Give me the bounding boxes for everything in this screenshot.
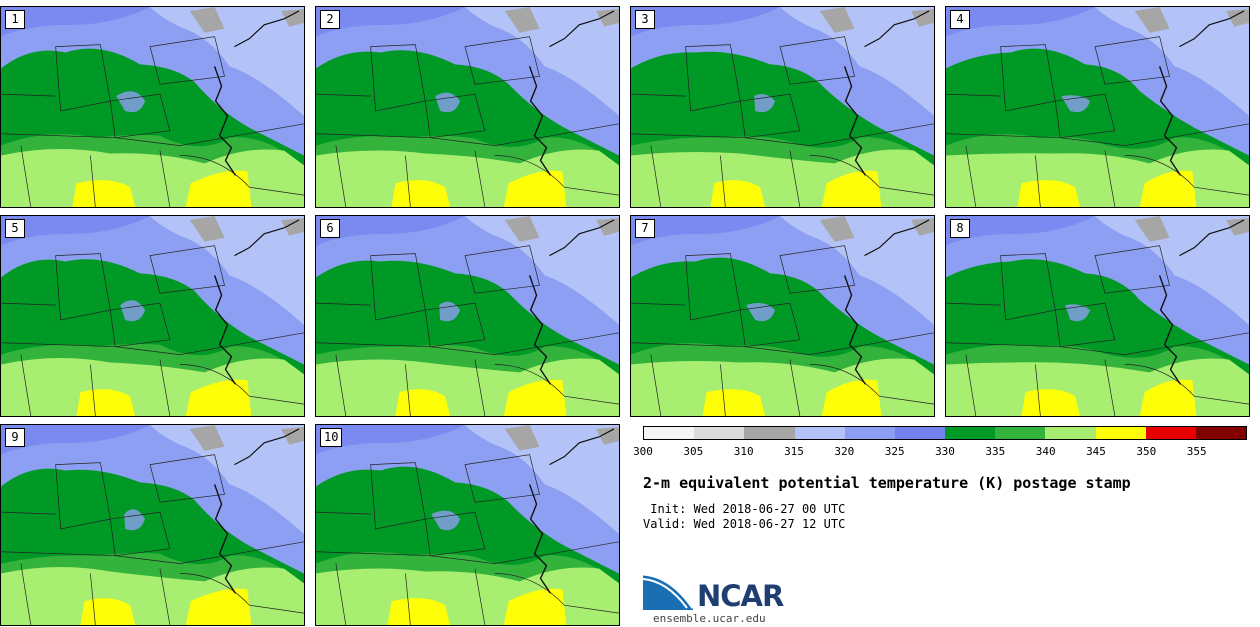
member-panel-8: 8 xyxy=(945,215,1250,417)
colorbar-segment xyxy=(1145,427,1196,439)
member-map xyxy=(1,7,304,207)
colorbar-tick-label: 355 xyxy=(1186,445,1207,458)
colorbar-segment xyxy=(744,427,795,439)
colorbar-segment xyxy=(1045,427,1096,439)
colorbar-segment xyxy=(794,427,845,439)
colorbar-segment xyxy=(894,427,946,439)
member-map xyxy=(1,425,304,625)
member-map xyxy=(316,425,619,625)
colorbar-tick-label: 315 xyxy=(784,445,804,458)
member-panel-9: 9 xyxy=(0,424,305,626)
member-map xyxy=(631,216,934,416)
website-link[interactable]: ensemble.ucar.edu xyxy=(653,612,766,625)
member-panel-7: 7 xyxy=(630,215,935,417)
colorbar-tick-label: 300 xyxy=(633,445,653,458)
ncar-logo-icon xyxy=(643,572,695,610)
member-number-label: 5 xyxy=(5,219,25,238)
colorbar-tick-label: 305 xyxy=(683,445,704,458)
member-map xyxy=(946,7,1249,207)
init-time: Init: Wed 2018-06-27 00 UTC xyxy=(643,502,846,516)
colorbar-tick-label: 345 xyxy=(1086,445,1106,458)
colorbar-tick-label: 310 xyxy=(733,445,754,458)
colorbar-segment xyxy=(644,427,695,439)
member-number-label: 9 xyxy=(5,428,25,447)
member-panel-4: 4 xyxy=(945,6,1250,208)
member-map xyxy=(316,7,619,207)
colorbar-segment xyxy=(844,427,895,439)
colorbar-segment xyxy=(1095,427,1146,439)
member-number-label: 1 xyxy=(5,10,25,29)
member-panel-1: 1 xyxy=(0,6,305,208)
member-number-label: 10 xyxy=(320,428,343,447)
member-number-label: 7 xyxy=(635,219,655,238)
colorbar-tick-label: 320 xyxy=(834,445,855,458)
member-panel-10: 10 xyxy=(315,424,620,626)
colorbar-segment xyxy=(945,427,996,439)
member-map xyxy=(946,216,1249,416)
member-number-label: 8 xyxy=(950,219,970,238)
colorbar-tick-label: 335 xyxy=(985,445,1006,458)
colorbar xyxy=(643,426,1247,440)
member-number-label: 4 xyxy=(950,10,970,29)
member-map xyxy=(631,7,934,207)
valid-time: Valid: Wed 2018-06-27 12 UTC xyxy=(643,517,846,531)
member-panel-6: 6 xyxy=(315,215,620,417)
member-panel-3: 3 xyxy=(630,6,935,208)
colorbar-segment xyxy=(694,427,745,439)
member-panel-2: 2 xyxy=(315,6,620,208)
member-map xyxy=(1,216,304,416)
member-panel-5: 5 xyxy=(0,215,305,417)
colorbar-tick-label: 330 xyxy=(935,445,955,458)
colorbar-ticks: 300 305 310 315 320 325 330 335 340 345 350 355 xyxy=(633,445,1247,459)
colorbar-segment xyxy=(1195,427,1247,439)
member-number-label: 2 xyxy=(320,10,340,29)
member-map xyxy=(316,216,619,416)
colorbar-segment xyxy=(995,427,1046,439)
member-number-label: 3 xyxy=(635,10,655,29)
colorbar-tick-label: 340 xyxy=(1035,445,1056,458)
colorbar-tick-label: 325 xyxy=(884,445,905,458)
ncar-logo-text: NCAR xyxy=(697,579,784,613)
member-number-label: 6 xyxy=(320,219,340,238)
plot-title: 2-m equivalent potential temperature (K)… xyxy=(643,474,1131,492)
colorbar-tick-label: 350 xyxy=(1136,445,1157,458)
